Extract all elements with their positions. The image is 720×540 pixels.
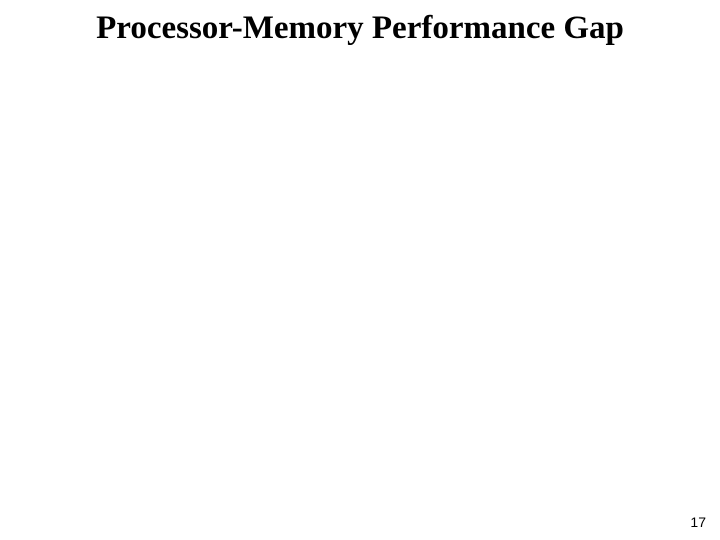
page-number: 17 bbox=[690, 514, 706, 530]
slide-title: Processor-Memory Performance Gap bbox=[0, 10, 720, 47]
